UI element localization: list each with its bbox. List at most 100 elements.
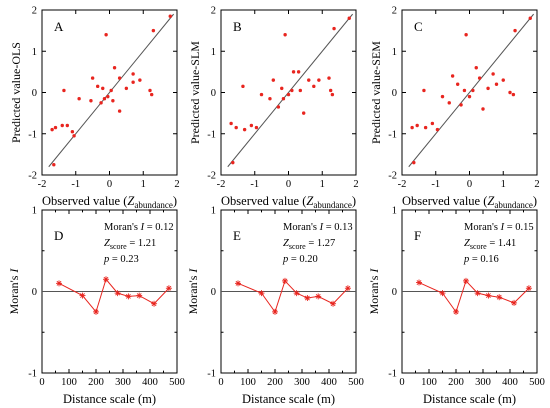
data-point xyxy=(501,78,505,82)
marker-stroke xyxy=(136,293,142,298)
data-marker xyxy=(235,280,242,287)
marker-stroke xyxy=(93,309,99,315)
stat-label: Moran's xyxy=(464,222,501,233)
data-point xyxy=(112,66,117,70)
x-label-italic: Z xyxy=(487,194,495,208)
data-marker xyxy=(114,290,121,297)
marker-stroke xyxy=(151,301,157,307)
data-point xyxy=(467,94,472,99)
series-line xyxy=(237,279,349,313)
stat-italic: Z xyxy=(104,238,110,249)
data-point xyxy=(254,125,259,130)
stat-italic: Z xyxy=(464,238,470,249)
x-label-subscript: abundance xyxy=(134,200,172,210)
data-point xyxy=(117,76,122,80)
data-point xyxy=(281,96,286,101)
marker-stroke xyxy=(485,293,491,298)
data-point xyxy=(471,88,475,93)
data-marker xyxy=(258,290,265,297)
x-tick-label: 400 xyxy=(142,377,158,388)
x-axis-label: Distance scale (m) xyxy=(63,392,156,406)
marker-stroke xyxy=(235,280,241,286)
data-point xyxy=(109,88,113,93)
y-tick-label: -2 xyxy=(388,171,397,182)
data-point xyxy=(241,84,245,89)
y-axis-label: Moran's I xyxy=(7,268,21,315)
data-point xyxy=(412,160,416,165)
panel-letter: C xyxy=(414,19,423,34)
data-point xyxy=(474,66,478,70)
morans-i-stat: Moran's I = 0.15 xyxy=(464,222,534,233)
y-tick-label: 1 xyxy=(32,206,37,217)
stat-value: = 1.27 xyxy=(306,238,336,249)
data-point xyxy=(268,96,272,101)
marker-stroke xyxy=(475,290,481,296)
x-tick-label: -1 xyxy=(250,179,259,190)
marker-stroke xyxy=(304,295,310,301)
data-point xyxy=(70,129,75,134)
marker-stroke xyxy=(259,290,264,296)
y-tick-label: -1 xyxy=(388,129,397,140)
stat-subscript: score xyxy=(470,242,487,251)
x-tick-label: -2 xyxy=(38,179,47,190)
x-tick-label: 300 xyxy=(115,377,131,388)
x-tick-label: 1 xyxy=(320,179,325,190)
panel-b: -2 -1 0 1 2 -2 -1 0 1 2 B Predicted value-SLM Observ… xyxy=(188,6,359,211)
data-point xyxy=(291,70,296,74)
x-tick-label: 0 xyxy=(218,377,223,388)
morans-i-stat: Moran's I = 0.13 xyxy=(283,222,353,233)
data-marker xyxy=(102,276,109,283)
y-tick-label: 0 xyxy=(392,287,397,298)
stat-label: Moran's xyxy=(283,222,320,233)
data-point xyxy=(296,70,301,74)
y-tick-label: 2 xyxy=(211,6,216,17)
y-tick-label: 0 xyxy=(211,287,216,298)
stat-italic: I xyxy=(319,222,324,233)
data-point xyxy=(242,127,247,132)
data-marker xyxy=(474,290,481,297)
data-point xyxy=(117,109,122,113)
data-point xyxy=(494,82,499,86)
x-label-subscript: abundance xyxy=(494,200,532,210)
x-tick-label: 2 xyxy=(534,179,539,190)
y-label-main: Moran's xyxy=(7,273,21,315)
data-point xyxy=(124,86,129,91)
stat-value: = 0.23 xyxy=(109,254,139,265)
x-tick-label: 500 xyxy=(529,377,545,388)
x-tick-label: -1 xyxy=(431,179,440,190)
x-tick-label: 0 xyxy=(107,179,112,190)
x-label-main: Observed value ( xyxy=(42,194,127,208)
marker-stroke xyxy=(166,285,172,291)
p-value-stat: p = 0.16 xyxy=(463,254,499,265)
data-marker xyxy=(79,292,86,299)
stat-value: = 0.15 xyxy=(504,222,534,233)
data-point xyxy=(149,92,154,97)
data-point xyxy=(104,33,108,37)
panel-letter: D xyxy=(54,228,63,243)
y-tick-label: -1 xyxy=(28,369,37,380)
data-point xyxy=(423,125,428,130)
marker-stroke xyxy=(315,293,321,299)
data-point xyxy=(231,160,235,165)
data-point xyxy=(131,80,135,84)
data-marker xyxy=(315,293,322,300)
data-point xyxy=(60,123,64,128)
x-tick-label: 200 xyxy=(267,377,283,388)
data-point xyxy=(508,90,512,95)
data-point xyxy=(72,134,76,138)
data-point xyxy=(168,14,172,18)
marker-stroke xyxy=(330,301,336,307)
x-axis-label: Observed value (Zabundance) xyxy=(42,194,177,210)
data-point xyxy=(481,107,485,111)
y-tick-label: -2 xyxy=(207,171,216,182)
data-marker xyxy=(525,285,532,292)
data-point xyxy=(101,86,105,91)
marker-stroke xyxy=(80,293,85,298)
x-tick-label: 2 xyxy=(353,179,358,190)
y-tick-label: -1 xyxy=(388,369,397,380)
data-point xyxy=(62,88,66,93)
stat-value: = 1.21 xyxy=(127,238,157,249)
data-point xyxy=(330,92,335,97)
